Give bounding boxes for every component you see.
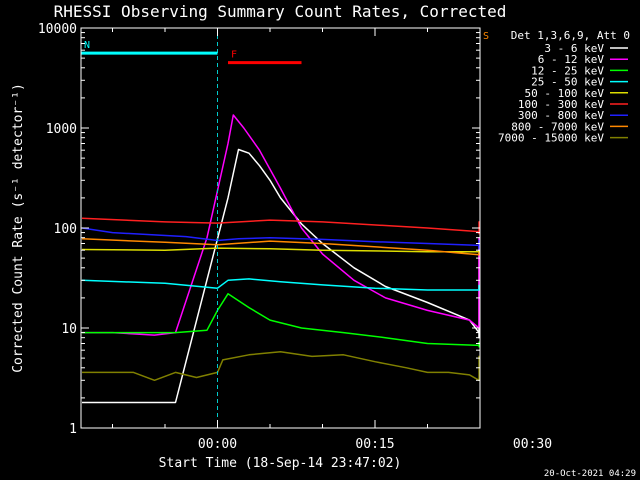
legend-label-5: 100 - 300 keV — [518, 98, 604, 111]
series-line-4 — [81, 247, 480, 253]
series-line-8 — [82, 350, 480, 382]
legend-label-3: 25 - 50 keV — [531, 76, 604, 89]
legend-label-0: 3 - 6 keV — [544, 42, 604, 55]
annotation-group: N F S — [81, 31, 489, 65]
legend-label-2: 12 - 25 keV — [531, 64, 604, 77]
annotation-label-0: N — [84, 40, 90, 51]
chart-title: RHESSI Observing Summary Count Rates, Co… — [54, 2, 507, 21]
series-line-7 — [81, 238, 480, 256]
legend-label-8: 7000 - 15000 keV — [498, 132, 604, 145]
legend-label-6: 300 - 800 keV — [518, 109, 604, 122]
legend-label-1: 6 - 12 keV — [538, 53, 605, 66]
x-axis-label: Start Time (18-Sep-14 23:47:02) — [159, 456, 402, 471]
y-tick-label-2: 100 — [54, 222, 77, 237]
footer-date: 20-Oct-2021 04:29 — [544, 469, 636, 479]
x-tick-label-1: 00:15 — [355, 437, 394, 452]
y-tick-label-3: 1000 — [46, 122, 77, 137]
legend-header: Det 1,3,6,9, Att 0 — [511, 29, 630, 42]
y-axis-label: Corrected Count Rate (s⁻¹ detector⁻¹) — [11, 83, 26, 373]
x-tick-label-0: 00:00 — [198, 437, 237, 452]
annotation-label-3: S — [483, 31, 489, 42]
annotation-label-1: F — [231, 50, 237, 61]
legend-label-4: 50 - 100 keV — [525, 87, 605, 100]
series-line-6 — [81, 227, 480, 250]
x-tick-label-2: 00:30 — [513, 437, 552, 452]
axis-group: 11010010001000000:0000:1500:3000:4501:00… — [38, 22, 552, 452]
legend-label-7: 800 - 7000 keV — [511, 120, 604, 133]
y-tick-label-4: 10000 — [38, 22, 77, 37]
series-line-2 — [82, 293, 480, 348]
y-tick-label-0: 1 — [69, 422, 77, 437]
y-tick-label-1: 10 — [61, 322, 77, 337]
